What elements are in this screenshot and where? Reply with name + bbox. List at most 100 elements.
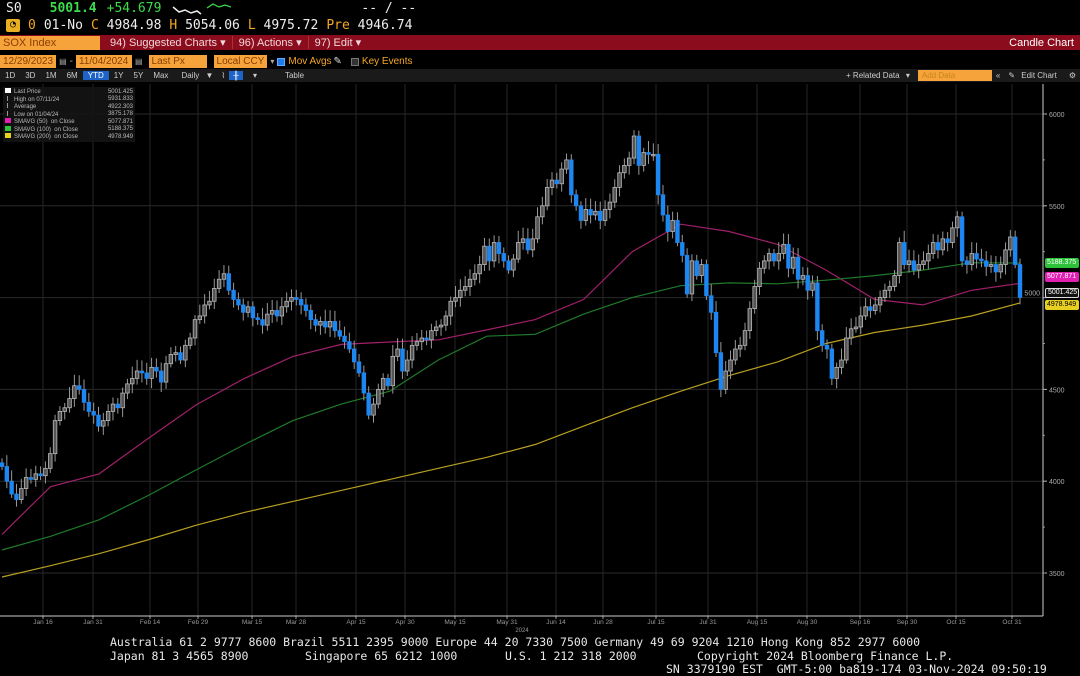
candle-up xyxy=(192,319,198,339)
frequency-label: Daily xyxy=(181,71,200,80)
command-bar: SOX Index 94) Suggested Charts ▾ 96) Act… xyxy=(0,35,1080,50)
price-field-select[interactable]: Last Px xyxy=(148,55,207,68)
candle-up xyxy=(1003,249,1008,265)
candle-down xyxy=(1012,236,1018,265)
candle-down xyxy=(506,260,511,271)
end-date-calendar-icon[interactable]: ▤ xyxy=(134,57,143,66)
legend-value: 5077.871 xyxy=(107,118,133,125)
last-value-tag: 5001.425 xyxy=(1045,288,1079,298)
pre-label: Pre xyxy=(326,18,350,33)
start-date-calendar-icon[interactable]: ▤ xyxy=(59,57,67,66)
range-1m[interactable]: 1M xyxy=(45,71,57,80)
low-label: L xyxy=(247,18,256,33)
add-data-input[interactable]: Add Data xyxy=(917,70,992,81)
x-tick-label: Apr 15 xyxy=(346,619,366,626)
currency-select[interactable]: Local CCY xyxy=(213,55,268,68)
candle-up xyxy=(390,355,395,387)
legend-item: Low on 01/04/24 3875.178 xyxy=(5,110,133,119)
chart-style-dropdown-icon[interactable]: ▾ xyxy=(252,71,257,80)
candle-down xyxy=(91,411,96,416)
candle-down xyxy=(573,194,579,207)
mov-avgs-toggle[interactable]: Mov Avgs ✎ xyxy=(277,56,342,67)
security-input[interactable]: SOX Index xyxy=(0,35,100,50)
candle-down xyxy=(578,205,584,221)
y-tick-label: 4000 xyxy=(1049,479,1065,486)
edit-chart-button[interactable]: ✎ Edit Chart xyxy=(1004,71,1065,80)
candle-down xyxy=(139,370,145,374)
candle-up xyxy=(583,209,588,221)
legend-value: 5188.375 xyxy=(107,126,133,133)
mov-avgs-checkbox[interactable] xyxy=(277,57,286,66)
candle-up xyxy=(988,264,994,267)
end-date-input[interactable]: 11/04/2024 xyxy=(75,55,132,68)
candle-down xyxy=(588,209,593,216)
candle-up xyxy=(477,264,482,275)
candle-up xyxy=(516,242,521,260)
candle-chart-icon[interactable]: ╫ xyxy=(229,71,243,80)
candle-down xyxy=(351,348,357,363)
candle-up xyxy=(1008,236,1013,251)
candle-down xyxy=(829,348,835,379)
price-chart[interactable]: 3500 4000 4500 5000 5500 6000 Jan 16 Jan 31 Feb … xyxy=(0,84,1080,635)
line-chart-icon[interactable]: ⌇ xyxy=(221,71,226,80)
candle-up xyxy=(641,152,646,166)
candle-up xyxy=(467,278,473,287)
related-data-menu[interactable]: + Related Data ▾ xyxy=(838,71,914,80)
candle-up xyxy=(544,187,550,207)
candle-up xyxy=(540,205,545,218)
gauge-icon[interactable]: ◔ xyxy=(6,19,20,32)
collapse-icon[interactable]: « xyxy=(995,71,1001,80)
chart-type-title: Candle Chart xyxy=(1009,36,1074,49)
candle-up xyxy=(530,238,535,251)
date-separator: - xyxy=(69,56,73,67)
gear-icon[interactable]: ⚙ xyxy=(1068,71,1076,80)
key-events-toggle[interactable]: Key Events xyxy=(350,56,413,67)
candle-up xyxy=(940,238,946,251)
candle-up xyxy=(607,201,613,210)
candle-down xyxy=(1017,264,1023,298)
pencil-icon[interactable]: ✎ xyxy=(333,56,342,67)
candle-up xyxy=(269,310,275,315)
candle-down xyxy=(342,335,347,343)
range-max[interactable]: Max xyxy=(153,71,169,80)
candle-up xyxy=(791,256,796,269)
frequency-select[interactable]: Daily ▼ xyxy=(173,71,217,80)
candle-down xyxy=(226,273,231,291)
candle-down xyxy=(964,260,970,265)
edit-menu[interactable]: 97) Edit ▾ xyxy=(314,37,362,49)
x-tick-label: Mar 28 xyxy=(286,619,307,626)
candle-down xyxy=(250,306,256,319)
candle-down xyxy=(945,238,950,243)
table-button[interactable]: Table xyxy=(284,71,305,80)
candle-up xyxy=(458,289,463,298)
currency-dropdown-icon[interactable]: ▾ xyxy=(270,57,275,66)
candle-up xyxy=(134,370,140,379)
suggested-charts-menu[interactable]: 94) Suggested Charts ▾ xyxy=(104,36,233,49)
x-tick-label: Sep 30 xyxy=(897,619,918,626)
candle-up xyxy=(33,473,38,480)
legend-swatch xyxy=(5,133,11,139)
candle-up xyxy=(834,366,839,379)
candle-down xyxy=(646,152,651,155)
candle-down xyxy=(974,253,979,260)
key-events-checkbox[interactable] xyxy=(350,57,359,66)
candle-down xyxy=(0,462,5,467)
close-label: C xyxy=(90,18,99,33)
candle-up xyxy=(197,315,203,321)
candle-up xyxy=(371,403,376,416)
range-1y[interactable]: 1Y xyxy=(113,71,124,80)
range-6m[interactable]: 6M xyxy=(66,71,78,80)
range-1d[interactable]: 1D xyxy=(5,71,16,80)
candle-down xyxy=(241,304,246,313)
candle-down xyxy=(959,216,965,262)
range-5y[interactable]: 5Y xyxy=(133,71,144,80)
range-ytd[interactable]: YTD xyxy=(82,71,109,80)
candle-down xyxy=(313,319,318,326)
candle-down xyxy=(786,243,791,269)
range-3d[interactable]: 3D xyxy=(25,71,36,80)
start-date-input[interactable]: 12/29/2023 xyxy=(0,55,57,68)
ticker: S0 xyxy=(6,1,22,16)
legend-value: 3875.178 xyxy=(107,111,133,118)
actions-menu[interactable]: 96) Actions ▾ xyxy=(233,36,309,49)
candle-up xyxy=(376,388,381,405)
